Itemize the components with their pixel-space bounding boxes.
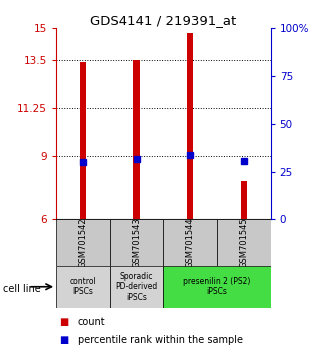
Text: GSM701542: GSM701542 — [79, 217, 87, 268]
Bar — [163, 219, 217, 266]
Text: percentile rank within the sample: percentile rank within the sample — [78, 335, 243, 345]
Title: GDS4141 / 219391_at: GDS4141 / 219391_at — [90, 14, 237, 27]
Bar — [110, 266, 163, 308]
Text: presenilin 2 (PS2)
iPSCs: presenilin 2 (PS2) iPSCs — [183, 277, 251, 296]
Bar — [110, 219, 163, 266]
Bar — [163, 266, 271, 308]
Text: cell line: cell line — [3, 284, 41, 293]
Bar — [56, 219, 110, 266]
Bar — [187, 33, 193, 219]
Text: ■: ■ — [59, 317, 69, 327]
Bar — [241, 181, 247, 219]
Text: GSM701544: GSM701544 — [186, 217, 195, 268]
Text: GSM701545: GSM701545 — [239, 217, 248, 268]
Bar — [133, 60, 140, 219]
Text: count: count — [78, 317, 105, 327]
Text: control
IPSCs: control IPSCs — [70, 277, 96, 296]
Bar — [56, 266, 110, 308]
Text: Sporadic
PD-derived
iPSCs: Sporadic PD-derived iPSCs — [115, 272, 158, 302]
Text: GSM701543: GSM701543 — [132, 217, 141, 268]
Bar — [80, 62, 86, 219]
Bar — [217, 219, 271, 266]
Text: ■: ■ — [59, 335, 69, 345]
